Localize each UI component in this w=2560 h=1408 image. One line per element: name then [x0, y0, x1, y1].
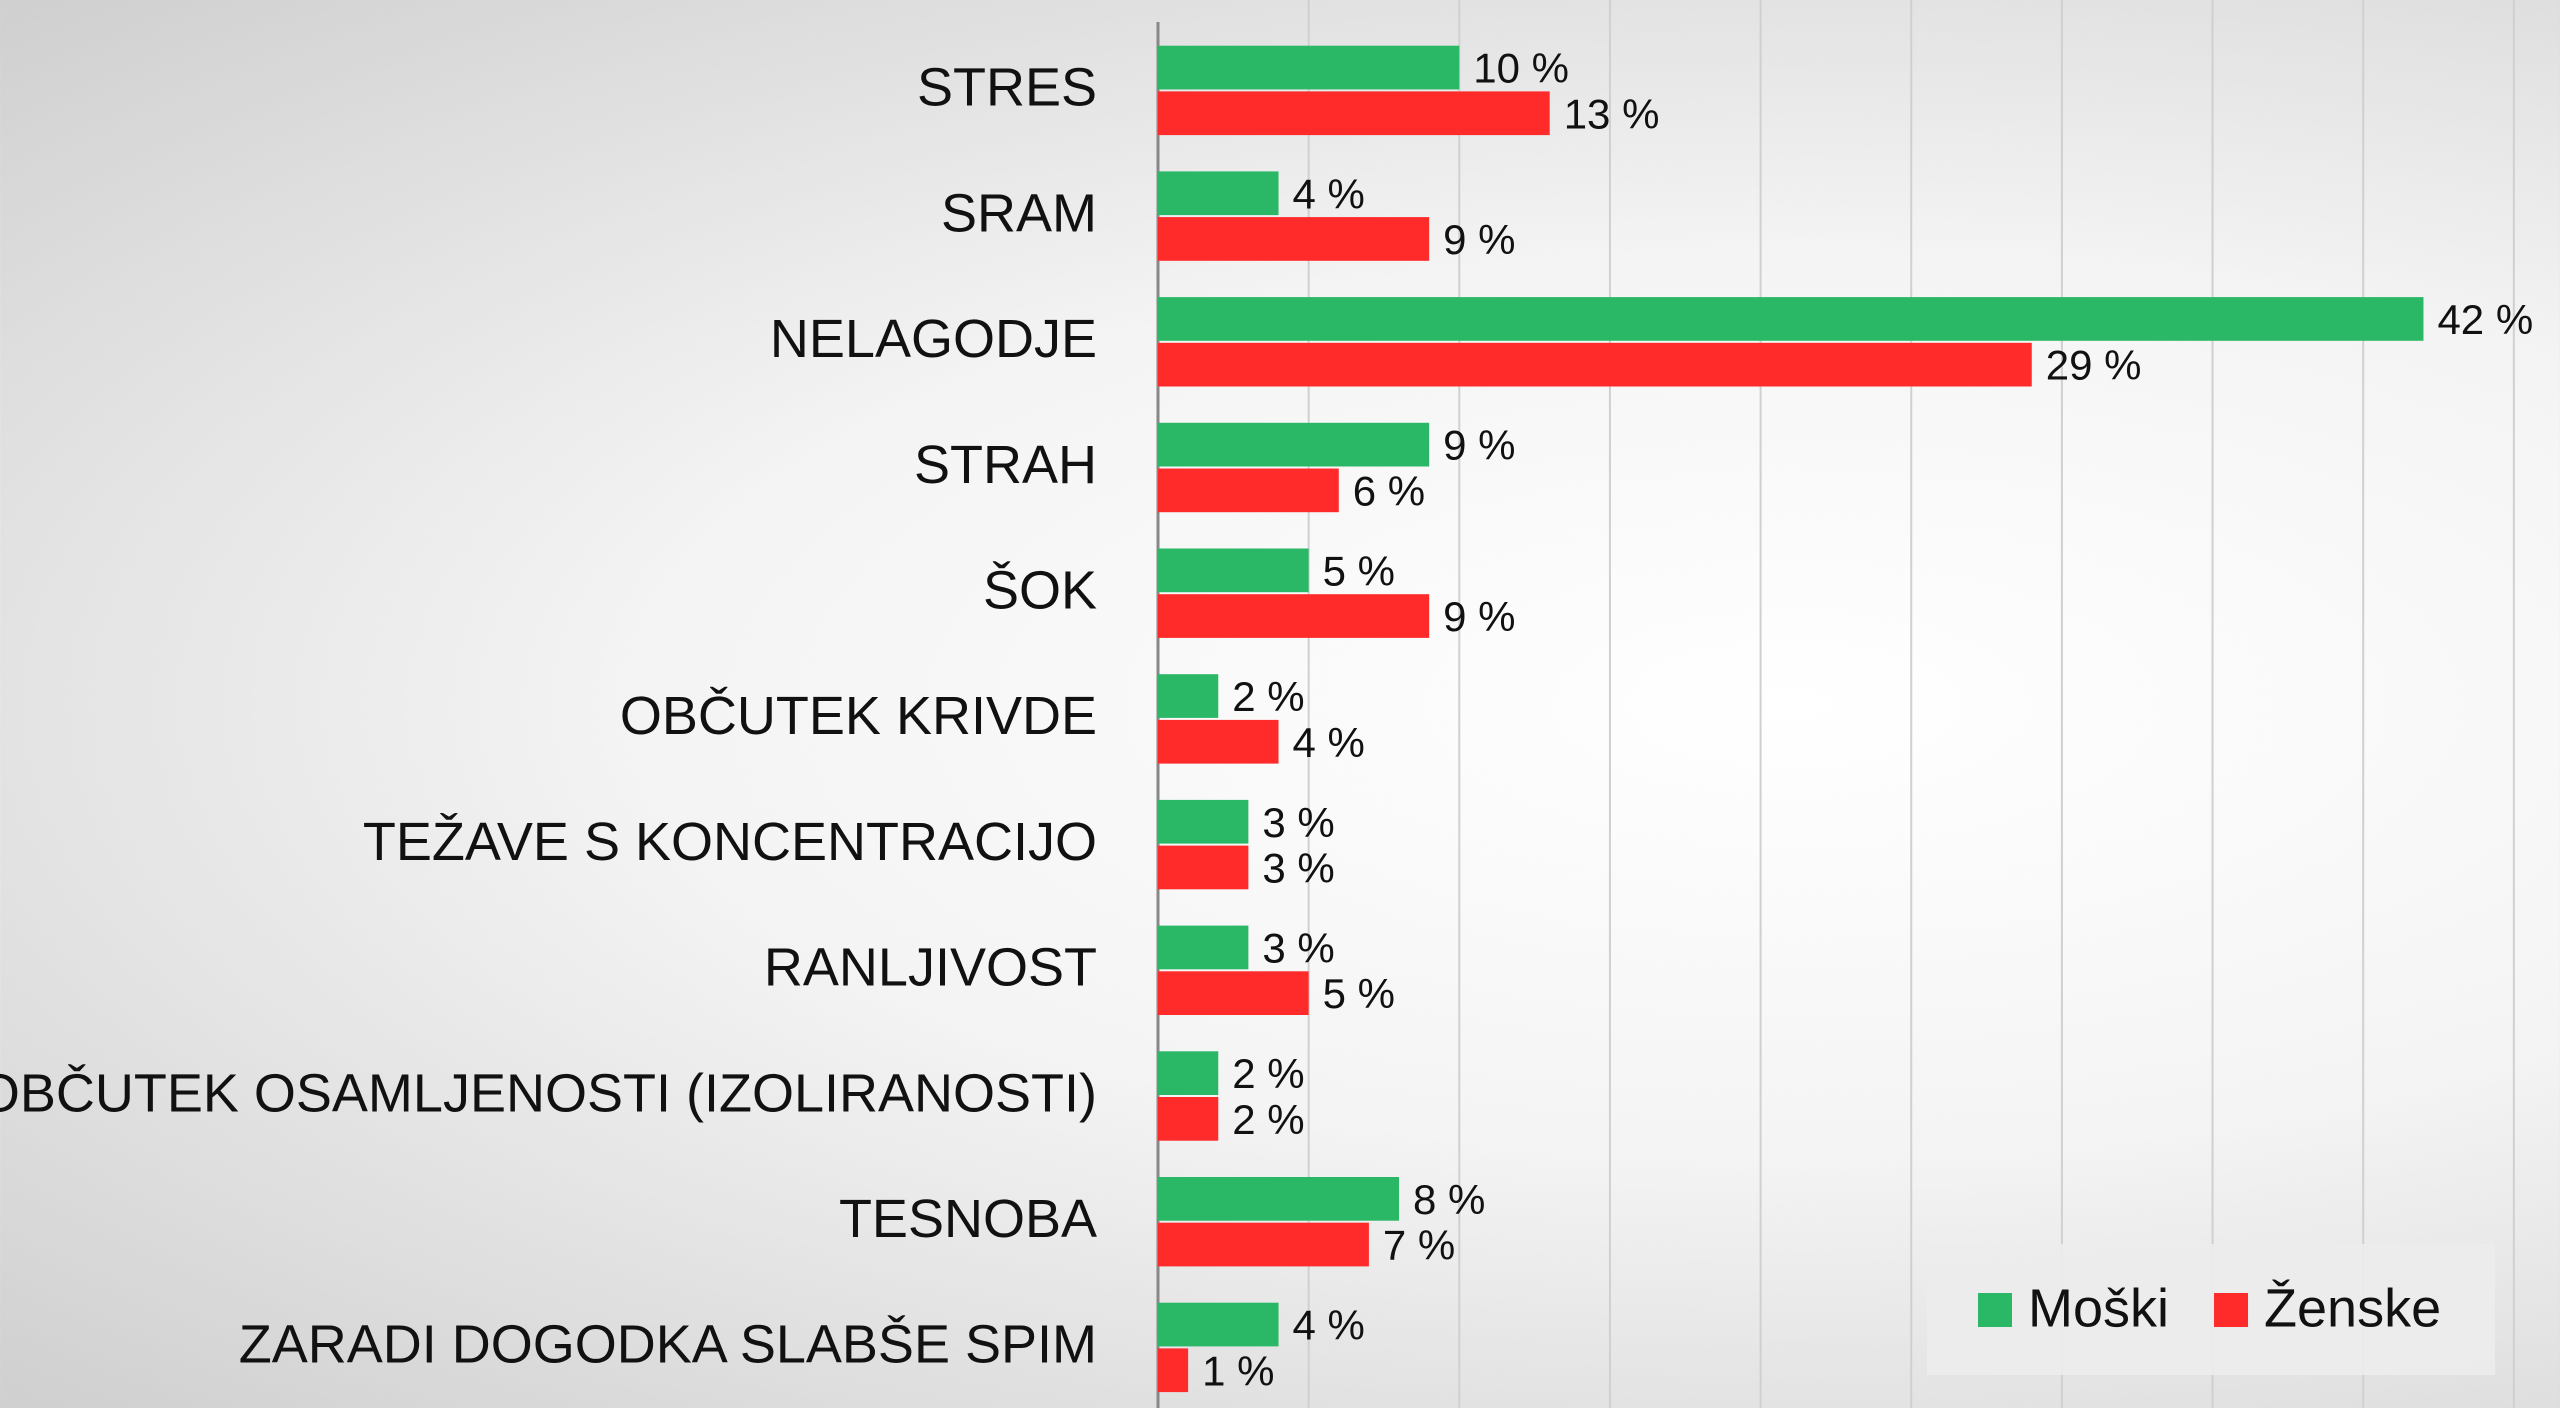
bar [1158, 217, 1430, 261]
bar [1158, 971, 1309, 1015]
value-label: 3 % [1262, 799, 1334, 846]
bar [1158, 468, 1339, 513]
bar [1158, 548, 1309, 593]
value-label: 4 % [1293, 1302, 1365, 1349]
bar [1158, 719, 1279, 764]
bar [1158, 845, 1249, 890]
bar [1158, 1348, 1189, 1393]
value-label: 2 % [1232, 1096, 1304, 1143]
legend-box [1927, 1244, 2495, 1375]
value-label: 6 % [1353, 467, 1425, 514]
category-label: NELAGODJE [770, 309, 1097, 369]
category-label: TEŽAVE S KONCENTRACIJO [363, 812, 1097, 872]
bar [1158, 1177, 1400, 1221]
category-label: STRAH [914, 435, 1097, 495]
legend-swatch [2214, 1293, 2249, 1327]
value-label: 2 % [1232, 1050, 1304, 1097]
value-label: 1 % [1202, 1347, 1274, 1394]
bar [1158, 674, 1219, 718]
bar [1158, 422, 1430, 467]
value-label: 3 % [1262, 925, 1334, 972]
bar [1158, 1302, 1279, 1347]
value-label: 29 % [2046, 342, 2142, 389]
value-label: 7 % [1383, 1222, 1455, 1269]
bar [1158, 91, 1550, 136]
legend-label: Moški [2028, 1278, 2169, 1338]
value-label: 10 % [1473, 45, 1569, 92]
value-label: 42 % [2437, 296, 2533, 343]
category-label: RANLJIVOST [764, 938, 1097, 998]
value-label: 4 % [1293, 170, 1365, 217]
value-label: 3 % [1262, 845, 1334, 892]
category-label: OBČUTEK OSAMLJENOSTI (IZOLIRANOSTI) [0, 1063, 1097, 1123]
value-label: 9 % [1443, 216, 1515, 263]
value-label: 8 % [1413, 1176, 1485, 1223]
value-label: 9 % [1443, 422, 1515, 469]
value-label: 9 % [1443, 593, 1515, 640]
category-label: SRAM [941, 183, 1097, 243]
bar [1158, 1097, 1219, 1141]
value-label: 13 % [1564, 90, 1660, 137]
category-label: TESNOBA [839, 1189, 1097, 1249]
legend-label: Ženske [2264, 1278, 2441, 1338]
bar [1158, 594, 1430, 638]
category-label: STRES [917, 58, 1097, 118]
value-label: 2 % [1232, 673, 1304, 720]
bar [1158, 925, 1249, 970]
bar [1158, 171, 1279, 216]
category-label: ŠOK [983, 560, 1097, 620]
category-label: ZARADI DOGODKA SLABŠE SPIM [239, 1315, 1097, 1375]
value-label: 4 % [1293, 719, 1365, 766]
legend-swatch [1978, 1293, 2012, 1327]
bar [1158, 45, 1460, 90]
bar [1158, 1222, 1369, 1267]
value-label: 5 % [1323, 970, 1395, 1017]
value-label: 5 % [1323, 547, 1395, 594]
bar [1158, 297, 2424, 341]
bar [1158, 1051, 1219, 1095]
category-label: OBČUTEK KRIVDE [620, 686, 1097, 746]
bar [1158, 342, 2032, 387]
bar [1158, 799, 1249, 844]
